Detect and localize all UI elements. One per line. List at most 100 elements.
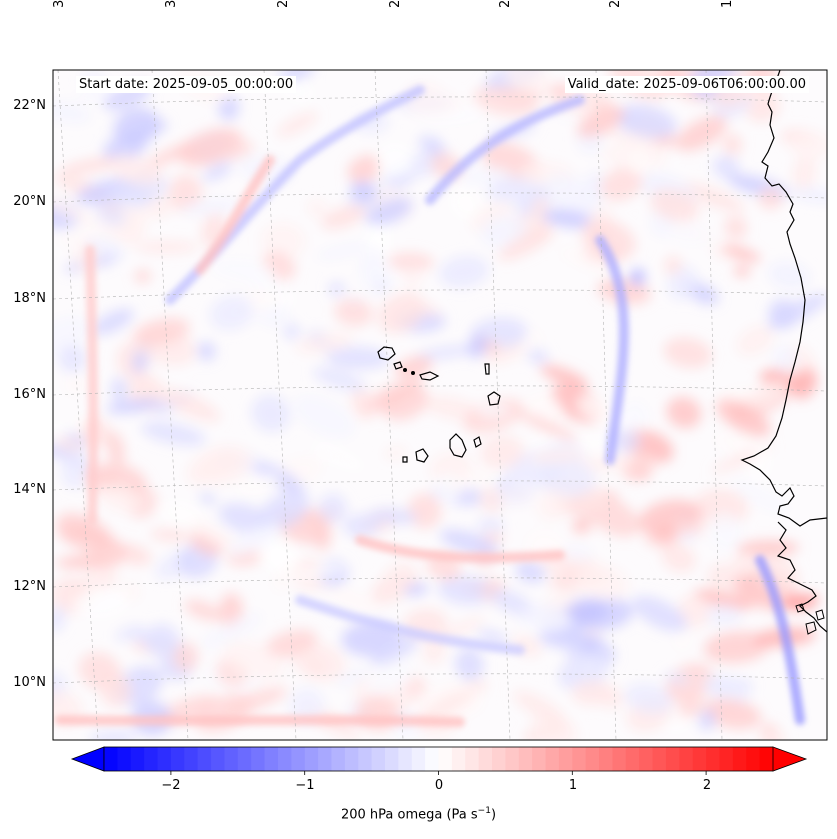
meridian-line	[595, 70, 617, 740]
omega-blob	[218, 503, 272, 535]
omega-blob	[311, 442, 365, 471]
colorbar-step	[665, 747, 680, 771]
omega-blob	[650, 188, 699, 222]
colorbar-step	[331, 747, 346, 771]
omega-blob	[467, 334, 489, 359]
colorbar-step	[384, 747, 399, 771]
map-panel	[53, 70, 827, 740]
colorbar-step	[104, 747, 118, 771]
omega-blob	[662, 718, 690, 731]
omega-streaks	[55, 85, 805, 727]
omega-blob	[376, 142, 413, 181]
omega-blob	[88, 730, 138, 740]
omega-blob	[251, 394, 291, 433]
omega-blob	[455, 648, 484, 681]
omega-blob	[53, 605, 65, 633]
colorbar-step	[130, 747, 145, 771]
omega-blob	[219, 141, 255, 161]
omega-blob	[526, 392, 564, 423]
omega-blob	[260, 222, 306, 259]
colorbar-step	[639, 747, 654, 771]
omega-blob	[582, 219, 636, 261]
omega-blob	[661, 543, 696, 573]
omega-blob	[314, 516, 332, 551]
omega-blob	[189, 520, 243, 553]
omega-blob	[681, 182, 745, 212]
omega-blob	[536, 491, 571, 521]
omega-blob	[140, 421, 206, 446]
omega-blob	[758, 187, 783, 210]
omega-blob	[437, 575, 496, 605]
colorbar-step	[451, 747, 466, 771]
omega-blob	[210, 258, 275, 282]
meridian-line	[263, 70, 297, 740]
omega-blob	[476, 404, 510, 418]
omega-blob	[380, 384, 429, 421]
omega-blob	[106, 398, 163, 414]
omega-blob	[518, 604, 564, 625]
omega-blob	[665, 663, 715, 704]
meridian-line	[705, 70, 723, 740]
colorbar-tick-label: −1	[295, 778, 315, 793]
omega-blob	[663, 337, 712, 369]
omega-blob	[744, 380, 787, 409]
colorbar-step	[612, 747, 627, 771]
omega-streak	[355, 535, 565, 563]
omega-blob	[716, 398, 771, 437]
omega-blob	[306, 199, 328, 218]
omega-blob	[384, 446, 408, 460]
lon-label: 22.5°W	[498, 0, 513, 8]
omega-blob	[498, 227, 554, 261]
omega-blob	[673, 631, 691, 651]
omega-blob	[693, 589, 754, 610]
omega-blob	[335, 668, 369, 687]
colorbar-step	[532, 747, 547, 771]
meridian-line	[374, 70, 404, 740]
colorbar-label: 200 hPa omega (Pa s−1)	[0, 806, 837, 822]
omega-blob	[577, 106, 625, 138]
colorbar-step	[211, 747, 226, 771]
omega-streak	[755, 555, 805, 725]
omega-blob	[265, 629, 318, 658]
omega-blob	[473, 86, 538, 117]
omega-blob	[722, 245, 761, 262]
omega-blob	[540, 365, 589, 388]
omega-blob	[358, 249, 384, 281]
omega-blob	[172, 642, 199, 672]
omega-blob	[446, 467, 492, 494]
omega-blob	[722, 133, 743, 156]
colorbar-step	[719, 747, 734, 771]
omega-blob	[403, 295, 441, 317]
omega-blob	[197, 341, 216, 361]
colorbar-step	[652, 747, 667, 771]
senegal-gambia-coast	[776, 521, 827, 633]
omega-blob	[678, 699, 703, 718]
colorbar-step	[318, 747, 333, 771]
omega-blob	[575, 564, 629, 602]
colorbar-tick-label: 2	[702, 778, 712, 793]
colorbar-step	[706, 747, 721, 771]
omega-blob	[306, 654, 325, 678]
omega-blob	[236, 473, 280, 495]
colorbar-step	[304, 747, 319, 771]
omega-blob	[629, 268, 646, 286]
omega-blob	[150, 528, 191, 542]
colorbar-step	[358, 747, 373, 771]
omega-blob	[312, 367, 366, 391]
lat-label: 14°N	[13, 482, 46, 497]
colorbar-step	[545, 747, 560, 771]
colorbar-step	[344, 747, 359, 771]
colorbar-step	[692, 747, 707, 771]
omega-blob	[702, 674, 751, 705]
omega-blob	[516, 411, 578, 442]
omega-blob	[58, 344, 87, 373]
omega-blob	[724, 215, 748, 240]
omega-blob	[384, 560, 413, 577]
omega-blob	[471, 201, 513, 231]
omega-blob	[418, 135, 442, 151]
omega-blob	[733, 265, 751, 277]
omega-blob	[430, 452, 473, 483]
omega-blob	[675, 115, 727, 152]
colorbar-label-exponent: −1	[477, 806, 491, 816]
omega-blob	[736, 325, 774, 356]
